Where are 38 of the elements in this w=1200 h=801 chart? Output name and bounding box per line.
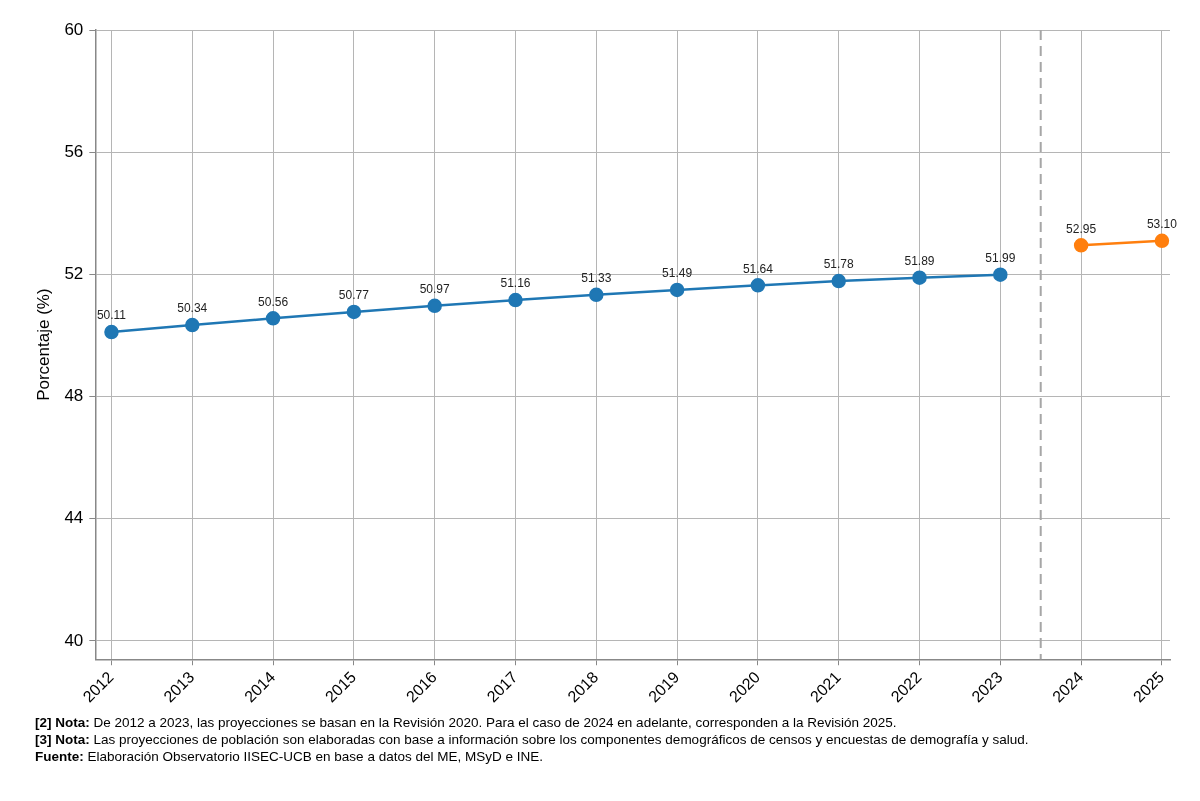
data-label: 51.64 [742,261,774,276]
point [346,304,362,320]
data-label: 50.97 [419,282,451,297]
data-label: 51.49 [662,266,693,281]
point [993,267,1008,282]
text: [2] Nota: De 2012 a 2023, las proyecciones se basan en la Revisión 2020. Para el caso de 2024 en adelante, corresponden a la Revisión 2025. [35,714,898,731]
point [589,287,604,303]
source-note: Fuente: Elaboración Observatorio IISEC-UCB en base a datos del ME, MSyD e INE. [35,748,544,765]
data-label: 51.16 [500,276,531,291]
point [750,278,766,293]
point [669,282,685,298]
point [427,298,442,314]
y-tick-label: 52 [64,264,84,284]
data-label: 51.99 [985,250,1016,265]
text: [3] Nota: Las proyecciones de población son elaboradas con base a información sobre los componentes demográficos de censos y encuestas de demografía y salud. [35,731,1029,748]
point [185,317,200,333]
point [265,311,281,326]
data-label: 51.89 [904,254,935,269]
data-label: 50.34 [177,301,208,316]
point [508,292,523,308]
point [104,324,119,340]
data-label: 50.56 [258,294,289,309]
point [912,270,927,285]
data-label: 50.11 [96,308,127,323]
data-label: 51.33 [581,271,612,286]
y-axis-title: Porcentaje (%) [33,288,53,401]
data-label: 51.78 [823,257,855,272]
y-tick-label: 44 [64,508,84,528]
data-label: 53.10 [1146,217,1178,232]
data-label: 50.77 [338,288,370,303]
data-label: 52.95 [1066,221,1097,236]
point [831,273,846,289]
y-tick-label: 48 [64,386,84,406]
y-tick-label: 40 [64,630,84,650]
point [1073,238,1089,253]
point [1154,233,1170,249]
y-tick-label: 56 [64,141,84,161]
y-tick-label: 60 [64,19,84,39]
